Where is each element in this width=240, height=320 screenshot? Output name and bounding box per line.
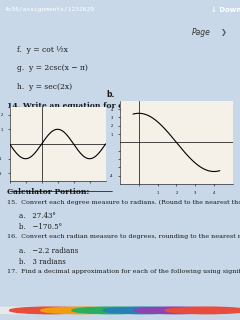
Text: 4s56/assignments/1232629: 4s56/assignments/1232629: [5, 7, 95, 12]
Text: h.  y = sec(2x): h. y = sec(2x): [17, 83, 72, 91]
Text: ↓ Down: ↓ Down: [211, 7, 240, 12]
Text: Page: Page: [192, 28, 211, 37]
Text: 17.  Find a decimal approximation for each of the following using signific: 17. Find a decimal approximation for eac…: [7, 269, 240, 274]
Text: 14. Write an equation for each graph:: 14. Write an equation for each graph:: [7, 102, 169, 110]
Circle shape: [10, 307, 91, 314]
Circle shape: [134, 307, 216, 314]
Text: b.   −170.5°: b. −170.5°: [19, 223, 62, 231]
Circle shape: [72, 307, 154, 314]
Text: g.  y = 2csc(x − π): g. y = 2csc(x − π): [17, 64, 88, 72]
Text: 16.  Convert each radian measure to degrees, rounding to the nearest minute.: 16. Convert each radian measure to degre…: [7, 234, 240, 239]
Text: 15.  Convert each degree measure to radians. (Round to the nearest thousandth: 15. Convert each degree measure to radia…: [7, 199, 240, 205]
Text: b.   3 radians: b. 3 radians: [19, 258, 66, 266]
Text: b.: b.: [107, 90, 115, 99]
Text: Calculator Portion:: Calculator Portion:: [7, 188, 90, 196]
Text: ❯: ❯: [221, 29, 227, 36]
Text: f.  y = cot ½x: f. y = cot ½x: [17, 46, 68, 54]
Text: a.   27.43°: a. 27.43°: [19, 212, 56, 220]
Text: a.   −2.2 radians: a. −2.2 radians: [19, 247, 78, 255]
Circle shape: [41, 307, 122, 314]
Circle shape: [0, 307, 60, 314]
Circle shape: [103, 307, 185, 314]
Circle shape: [166, 307, 240, 314]
